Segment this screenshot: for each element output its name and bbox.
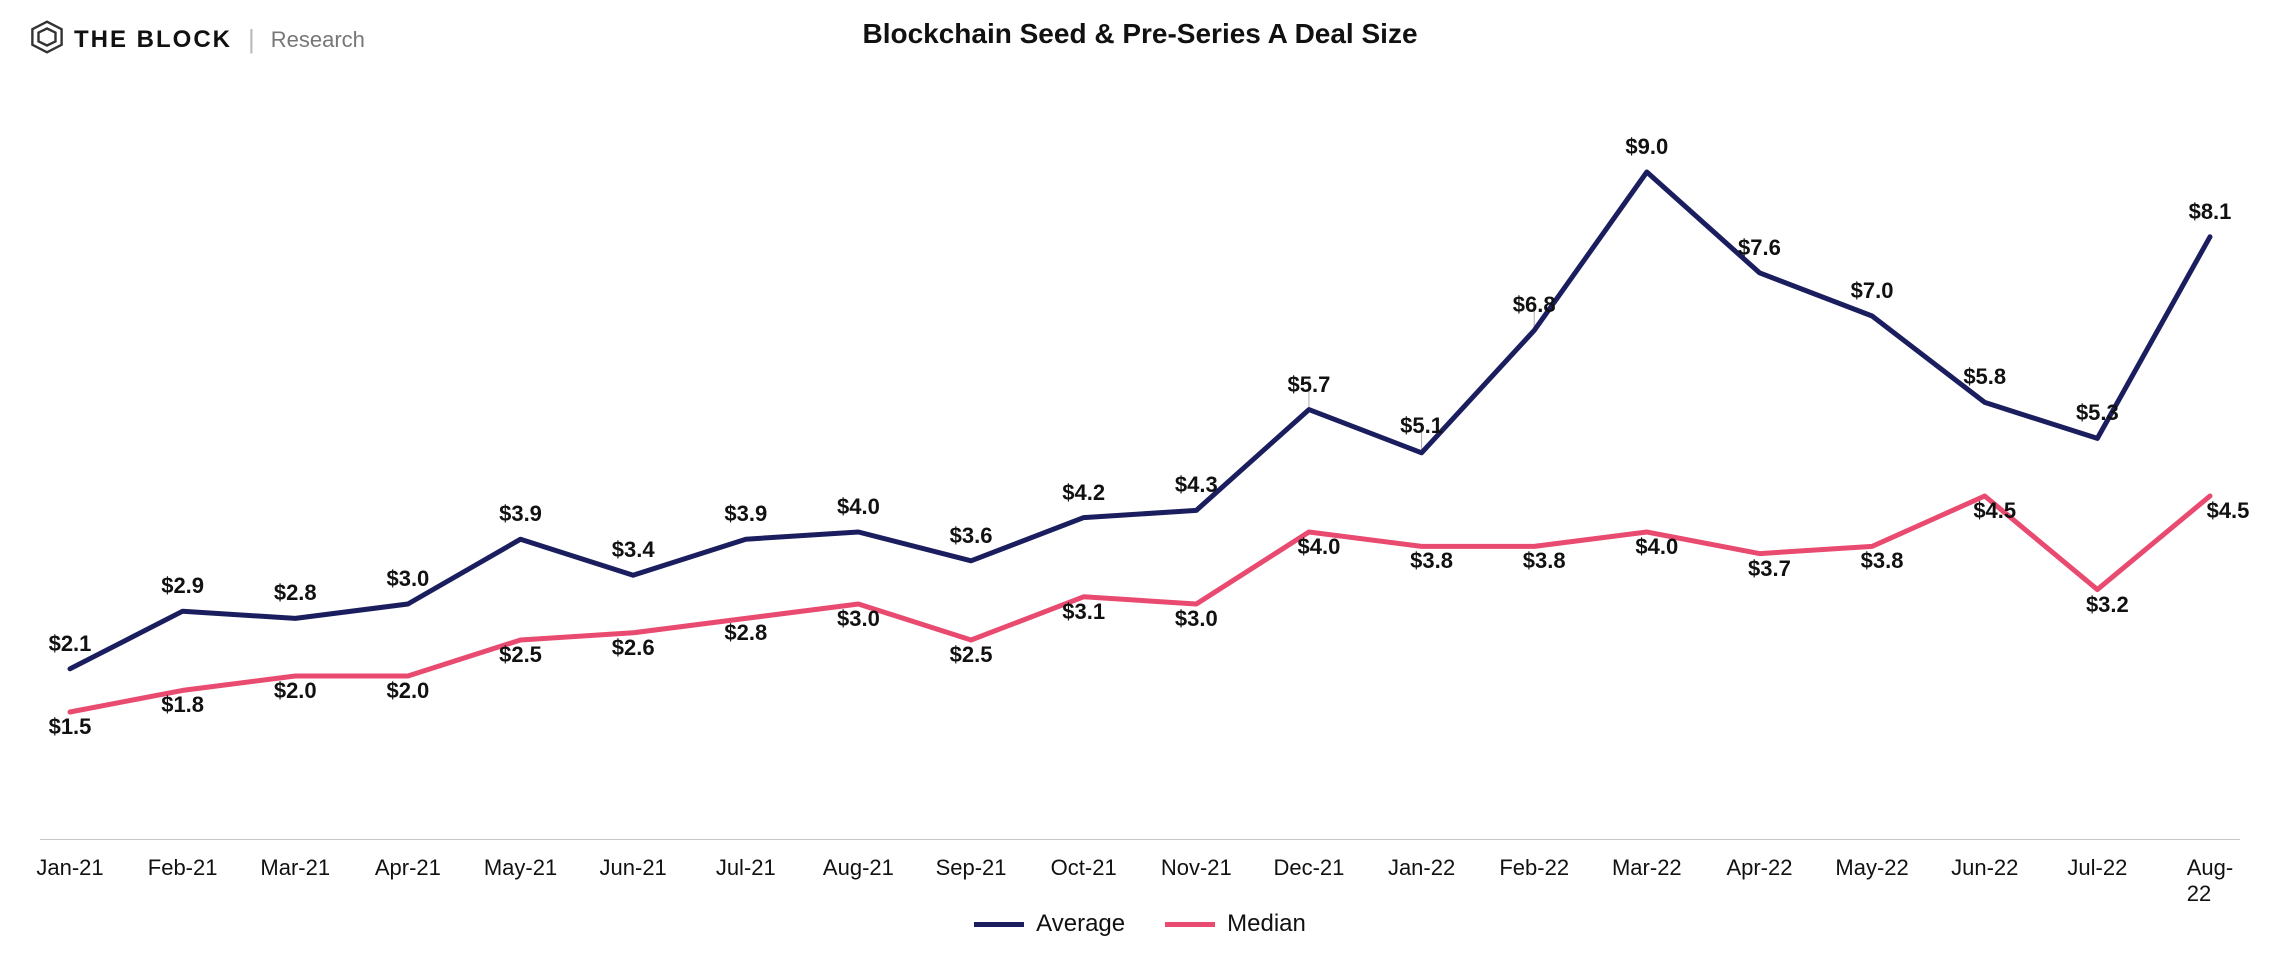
x-axis-label: Oct-21 <box>1051 855 1117 881</box>
legend-swatch-median <box>1165 922 1215 927</box>
x-axis-label: Aug-22 <box>2187 855 2233 907</box>
data-label: $2.5 <box>499 642 542 668</box>
data-label: $5.8 <box>1963 364 2006 390</box>
data-label: $3.8 <box>1861 548 1904 574</box>
x-axis-label: Mar-22 <box>1612 855 1682 881</box>
legend-swatch-average <box>974 922 1024 927</box>
x-axis-label: May-21 <box>484 855 557 881</box>
data-label: $4.0 <box>1635 534 1678 560</box>
data-label: $4.2 <box>1062 480 1105 506</box>
legend-item-average: Average <box>974 910 1125 938</box>
data-label: $3.0 <box>1175 606 1218 632</box>
x-axis-label: Apr-22 <box>1726 855 1792 881</box>
data-label: $7.0 <box>1851 278 1894 304</box>
data-label: $1.8 <box>161 692 204 718</box>
data-label: $2.6 <box>612 635 655 661</box>
data-label: $4.0 <box>1298 534 1341 560</box>
x-axis <box>40 839 2240 840</box>
data-label: $2.0 <box>274 678 317 704</box>
x-axis-label: May-22 <box>1835 855 1908 881</box>
data-label: $3.7 <box>1748 556 1791 582</box>
legend-item-median: Median <box>1165 910 1306 938</box>
data-label: $2.5 <box>950 642 993 668</box>
data-label: $4.5 <box>1973 498 2016 524</box>
data-label: $3.0 <box>386 566 429 592</box>
data-label: $3.0 <box>837 606 880 632</box>
legend-label-average: Average <box>1036 910 1125 938</box>
data-label: $3.9 <box>724 501 767 527</box>
data-label: $4.0 <box>837 494 880 520</box>
x-axis-label: Mar-21 <box>260 855 330 881</box>
x-axis-labels: Jan-21Feb-21Mar-21Apr-21May-21Jun-21Jul-… <box>40 855 2240 895</box>
data-label: $5.3 <box>2076 400 2119 426</box>
x-axis-label: Feb-21 <box>148 855 218 881</box>
data-label: $3.6 <box>950 523 993 549</box>
chart-svg <box>40 70 2240 840</box>
data-label: $3.8 <box>1410 548 1453 574</box>
data-label: $2.8 <box>724 620 767 646</box>
x-axis-label: Feb-22 <box>1499 855 1569 881</box>
x-axis-label: Jul-22 <box>2067 855 2127 881</box>
data-label: $2.1 <box>49 631 92 657</box>
data-label: $7.6 <box>1738 235 1781 261</box>
data-label: $3.1 <box>1062 599 1105 625</box>
data-label: $4.3 <box>1175 472 1218 498</box>
x-axis-label: Apr-21 <box>375 855 441 881</box>
x-axis-label: Sep-21 <box>936 855 1007 881</box>
legend: Average Median <box>0 910 2280 938</box>
data-label: $9.0 <box>1625 134 1668 160</box>
data-label: $4.5 <box>2207 498 2250 524</box>
data-label: $5.7 <box>1288 372 1331 398</box>
series-line-average <box>70 172 2210 669</box>
legend-label-median: Median <box>1227 910 1306 938</box>
plot-area: $2.1 $2.9 $2.8 $3.0 $3.9 $3.4 $3.9 $4.0 $3.6 $4.2… <box>40 70 2240 840</box>
data-label: $2.8 <box>274 580 317 606</box>
x-axis-label: Jan-21 <box>36 855 103 881</box>
x-axis-label: Dec-21 <box>1273 855 1344 881</box>
chart-container: THE BLOCK | Research Blockchain Seed & P… <box>0 0 2280 962</box>
data-label: $2.0 <box>386 678 429 704</box>
data-label: $6.8 <box>1513 292 1556 318</box>
data-label: $1.5 <box>49 714 92 740</box>
data-label: $8.1 <box>2189 199 2232 225</box>
x-axis-label: Aug-21 <box>823 855 894 881</box>
chart-title: Blockchain Seed & Pre-Series A Deal Size <box>0 18 2280 50</box>
data-label: $3.9 <box>499 501 542 527</box>
x-axis-label: Nov-21 <box>1161 855 1232 881</box>
data-label: $5.1 <box>1400 413 1443 439</box>
data-label: $3.8 <box>1523 548 1566 574</box>
x-axis-label: Jan-22 <box>1388 855 1455 881</box>
data-label: $3.4 <box>612 537 655 563</box>
data-label: $3.2 <box>2086 592 2129 618</box>
x-axis-label: Jun-21 <box>600 855 667 881</box>
x-axis-label: Jun-22 <box>1951 855 2018 881</box>
x-axis-label: Jul-21 <box>716 855 776 881</box>
data-label: $2.9 <box>161 573 204 599</box>
